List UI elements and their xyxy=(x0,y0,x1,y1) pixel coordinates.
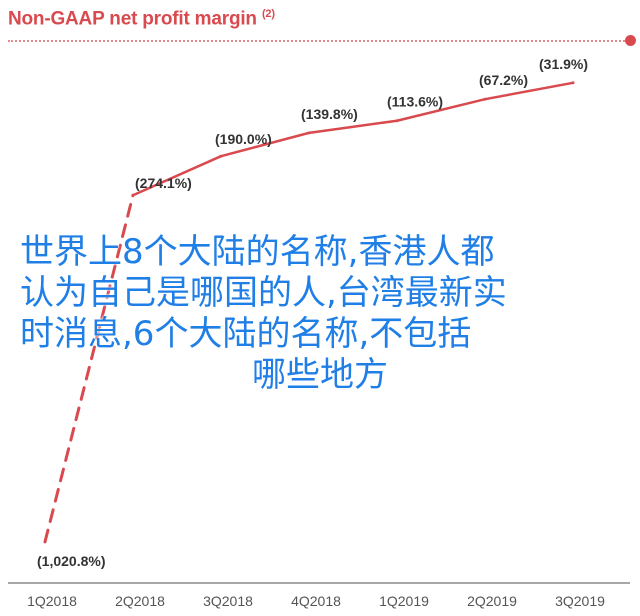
data-label: (31.9%) xyxy=(539,56,588,72)
data-point xyxy=(43,540,47,544)
line-segment xyxy=(483,81,575,101)
data-label: (113.6%) xyxy=(387,94,443,110)
data-labels: (1,020.8%) (274.1%) (190.0%) (139.8%) (113.6… xyxy=(37,56,588,569)
chart-title-text: Non-GAAP net profit margin xyxy=(8,8,257,30)
data-label: (139.8%) xyxy=(301,106,358,122)
x-tick-label: 2Q2018 xyxy=(115,593,165,609)
x-tick-label: 1Q2018 xyxy=(27,593,77,609)
title-divider xyxy=(8,40,628,42)
data-point xyxy=(571,81,575,85)
data-label: (67.2%) xyxy=(479,72,528,88)
x-tick-label: 3Q2018 xyxy=(203,593,253,609)
x-tick-label: 2Q2019 xyxy=(467,593,517,609)
x-axis: 1Q2018 2Q2018 3Q2018 4Q2018 1Q2019 2Q2019 3Q20… xyxy=(8,582,630,609)
data-point xyxy=(483,97,487,101)
line-segment xyxy=(395,97,487,122)
line-segment xyxy=(43,193,135,544)
data-label: (1,020.8%) xyxy=(37,553,105,569)
title-footnote: (2) xyxy=(261,8,275,20)
chart-header: Non-GAAP net profit margin (2) xyxy=(8,4,636,46)
x-tick-label: 4Q2018 xyxy=(291,593,341,609)
chart-title: Non-GAAP net profit margin (2) xyxy=(8,8,275,30)
data-label: (190.0%) xyxy=(215,131,272,147)
data-point xyxy=(395,119,399,123)
line-segment xyxy=(131,154,223,197)
line-segment xyxy=(219,131,311,158)
x-tick-label: 3Q2019 xyxy=(555,593,605,609)
data-label: (274.1%) xyxy=(135,175,192,191)
title-divider-end-dot xyxy=(625,35,636,46)
data-point xyxy=(131,193,135,197)
series-line xyxy=(43,81,575,544)
line-segment xyxy=(307,119,399,135)
x-tick-label: 1Q2019 xyxy=(379,593,429,609)
data-point xyxy=(307,131,311,135)
data-point xyxy=(219,154,223,158)
